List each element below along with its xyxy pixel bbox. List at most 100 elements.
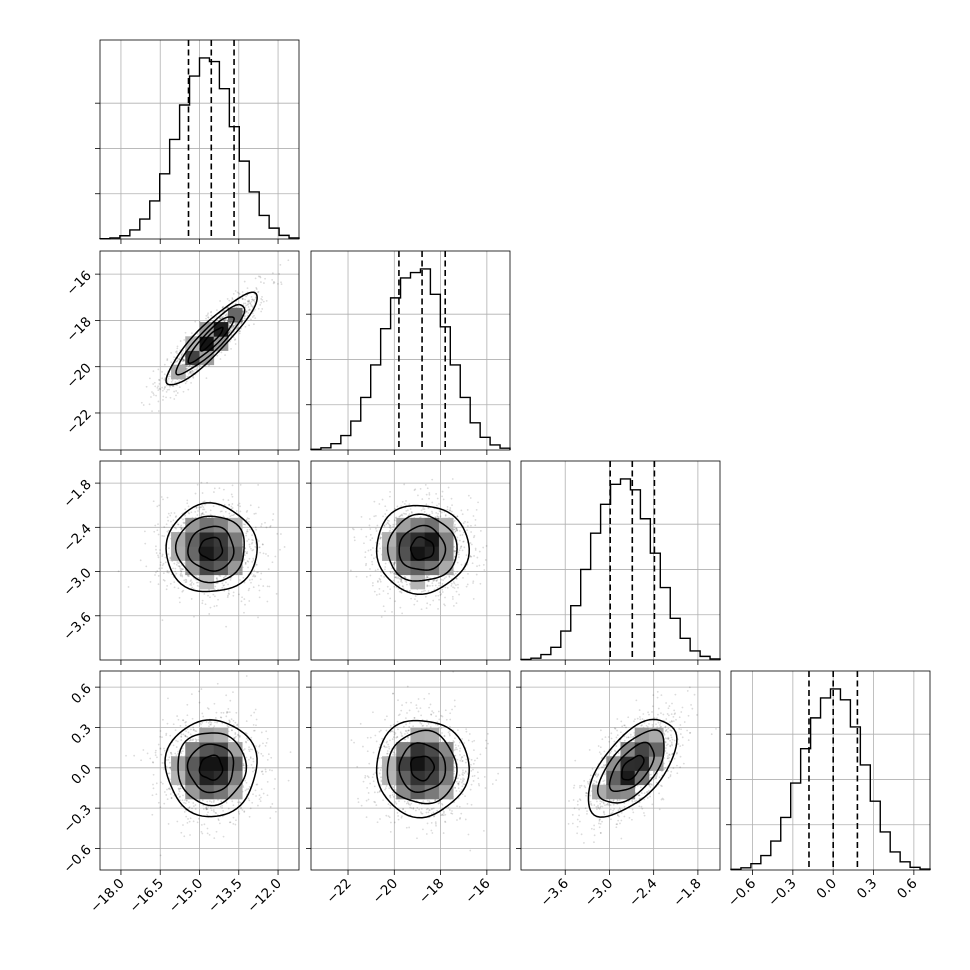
scatter-point (251, 561, 254, 563)
scatter-point (217, 819, 220, 822)
scatter-point (378, 537, 381, 540)
scatter-point (180, 524, 183, 527)
scatter-point (170, 797, 173, 799)
scatter-point (408, 513, 411, 515)
scatter-point (371, 582, 374, 584)
scatter-point (245, 756, 248, 759)
scatter-point (181, 360, 184, 363)
scatter-point (426, 575, 428, 578)
scatter-point (383, 524, 386, 527)
scatter-point (254, 296, 257, 299)
scatter-point (158, 379, 161, 382)
scatter-point (237, 292, 240, 295)
scatter-point (400, 591, 403, 594)
scatter-point (289, 751, 292, 753)
scatter-point (457, 551, 460, 554)
scatter-point (229, 699, 232, 702)
scatter-point (454, 550, 456, 553)
scatter-point (248, 786, 251, 788)
scatter-point (182, 358, 185, 361)
scatter-point (385, 509, 388, 512)
scatter-point (389, 529, 392, 532)
scatter-point (425, 607, 428, 610)
scatter-point (174, 567, 177, 570)
scatter-point (238, 502, 241, 505)
scatter-point (392, 562, 395, 565)
scatter-point (271, 272, 274, 275)
scatter-point (168, 787, 171, 790)
scatter-point (470, 524, 472, 527)
scatter-point (222, 584, 225, 587)
scatter-point (192, 370, 195, 373)
y-tick-label: −20 (63, 360, 94, 391)
scatter-point (187, 505, 190, 508)
scatter-point (470, 555, 473, 558)
contour-line (174, 515, 245, 584)
scatter-point (388, 526, 391, 529)
scatter-point (382, 515, 384, 518)
scatter-point (157, 400, 160, 403)
scatter-point (397, 581, 400, 584)
scatter-point (438, 510, 441, 512)
scatter-point (237, 734, 240, 737)
scatter-point (246, 788, 248, 791)
scatter-point (248, 308, 251, 311)
scatter-point (169, 559, 172, 562)
scatter-point (427, 580, 429, 583)
scatter-point (384, 566, 387, 568)
scatter-point (478, 550, 481, 553)
scatter-point (274, 555, 277, 558)
scatter-point (458, 539, 461, 542)
scatter-point (406, 509, 409, 512)
scatter-point (410, 597, 412, 600)
scatter-point (258, 589, 261, 592)
scatter-point (420, 590, 423, 593)
scatter-point (170, 361, 173, 364)
scatter-point (280, 533, 282, 535)
scatter-point (152, 783, 154, 786)
scatter-point (230, 718, 233, 721)
scatter-point (173, 398, 176, 400)
scatter-point (152, 370, 155, 373)
scatter-point (173, 562, 176, 565)
scatter-point (225, 625, 228, 628)
scatter-point (202, 513, 205, 516)
y-tick-label: −2.4 (60, 521, 94, 555)
scatter-point (167, 377, 170, 380)
scatter-point (208, 833, 211, 836)
scatter-point (188, 801, 190, 804)
scatter-point (149, 581, 152, 583)
density-cell (227, 560, 243, 576)
scatter-point (223, 584, 225, 587)
scatter-point (155, 545, 157, 548)
density-cell (438, 560, 454, 576)
scatter-point (384, 562, 387, 565)
scatter-point (426, 576, 428, 578)
scatter-point (230, 334, 233, 337)
scatter-point (179, 567, 182, 570)
scatter-point (245, 310, 248, 313)
scatter-point (255, 528, 258, 531)
scatter-point (403, 483, 406, 486)
scatter-point (386, 521, 389, 524)
scatter-point (394, 600, 397, 603)
scatter-point (245, 519, 248, 521)
scatter-point (182, 521, 185, 524)
scatter-point (215, 812, 218, 815)
scatter-point (180, 739, 183, 741)
scatter-point (190, 511, 193, 514)
scatter-point (247, 309, 250, 312)
scatter-point (466, 529, 468, 532)
scatter-point (260, 572, 263, 575)
scatter-point (201, 799, 204, 802)
scatter-point (196, 367, 199, 369)
scatter-point (167, 519, 170, 522)
scatter-point (380, 533, 383, 536)
scatter-point (245, 511, 248, 513)
scatter-point (162, 498, 164, 501)
scatter-point (166, 798, 169, 800)
scatter-point (436, 497, 439, 500)
scatter-point (246, 739, 249, 742)
scatter-point (389, 491, 391, 493)
scatter-point (255, 286, 258, 289)
